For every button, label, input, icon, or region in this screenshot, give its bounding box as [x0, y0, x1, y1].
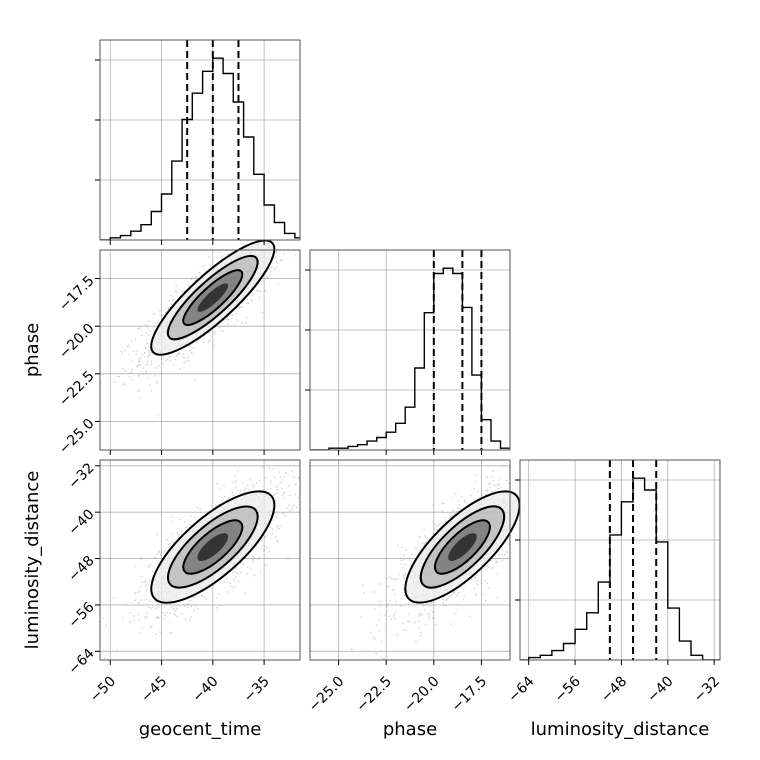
density-level [197, 533, 229, 561]
y-axis-label-luminosity-distance: luminosity_distance [22, 471, 43, 650]
frame-layer [99, 39, 721, 661]
y-tick-label: −56 [65, 599, 97, 631]
histogram-luminosity-distance [520, 477, 720, 660]
x-tick-label: −17.5 [449, 674, 491, 716]
x-tick-label: −40 [644, 674, 676, 706]
y-tick-label: −22.5 [56, 368, 98, 410]
y-tick-label: −64 [65, 646, 97, 678]
x-tick-label: −20.0 [401, 674, 443, 716]
panel-frame-0-0 [99, 39, 301, 241]
contour-line [166, 505, 259, 589]
histogram-layer [100, 40, 720, 660]
x-tick-label: −25.0 [306, 674, 348, 716]
contour-line [404, 490, 521, 604]
x-tick-label: −45 [138, 674, 170, 706]
x-tick-label: −50 [87, 674, 119, 706]
y-tick-label: −17.5 [56, 273, 98, 315]
x-tick-label: −56 [552, 673, 584, 705]
x-tick-label: −48 [598, 674, 630, 706]
y-tick-label: −40 [65, 507, 97, 539]
y-tick-label: −25.0 [56, 416, 98, 458]
panel-frame-2-0 [99, 459, 301, 661]
x-tick-label: −40 [189, 674, 221, 706]
density-level [197, 283, 229, 312]
contour-line [150, 490, 276, 604]
y-tick-label: −20.0 [56, 321, 98, 363]
contour-line [150, 239, 276, 356]
panel-frame-1-1 [309, 249, 511, 451]
x-axis-label-geocent-time: geocent_time [139, 719, 262, 740]
contour-line [419, 505, 506, 589]
x-tick-label: −22.5 [353, 674, 395, 716]
histogram-geocent-time [100, 57, 300, 240]
contour-line [166, 254, 259, 341]
x-tick-label: −64 [505, 673, 537, 705]
panel-frame-2-1 [309, 459, 511, 661]
contour-line [434, 519, 491, 575]
x-axis-label-phase: phase [383, 719, 437, 740]
x-axis-label-luminosity-distance: luminosity_distance [531, 719, 710, 740]
histogram-phase [310, 267, 510, 450]
contour-line [182, 269, 244, 326]
y-axis-label-phase: phase [22, 323, 43, 377]
panel-frame-2-2 [519, 459, 721, 661]
contour-line [182, 519, 244, 575]
x-tick-label: −32 [691, 674, 723, 706]
y-tick-label: −32 [65, 460, 97, 492]
density-level [448, 533, 477, 561]
y-tick-label: −48 [65, 553, 97, 585]
contour-layer [150, 239, 521, 604]
x-tick-label: −35 [241, 674, 273, 706]
panel-frame-1-0 [99, 249, 301, 451]
